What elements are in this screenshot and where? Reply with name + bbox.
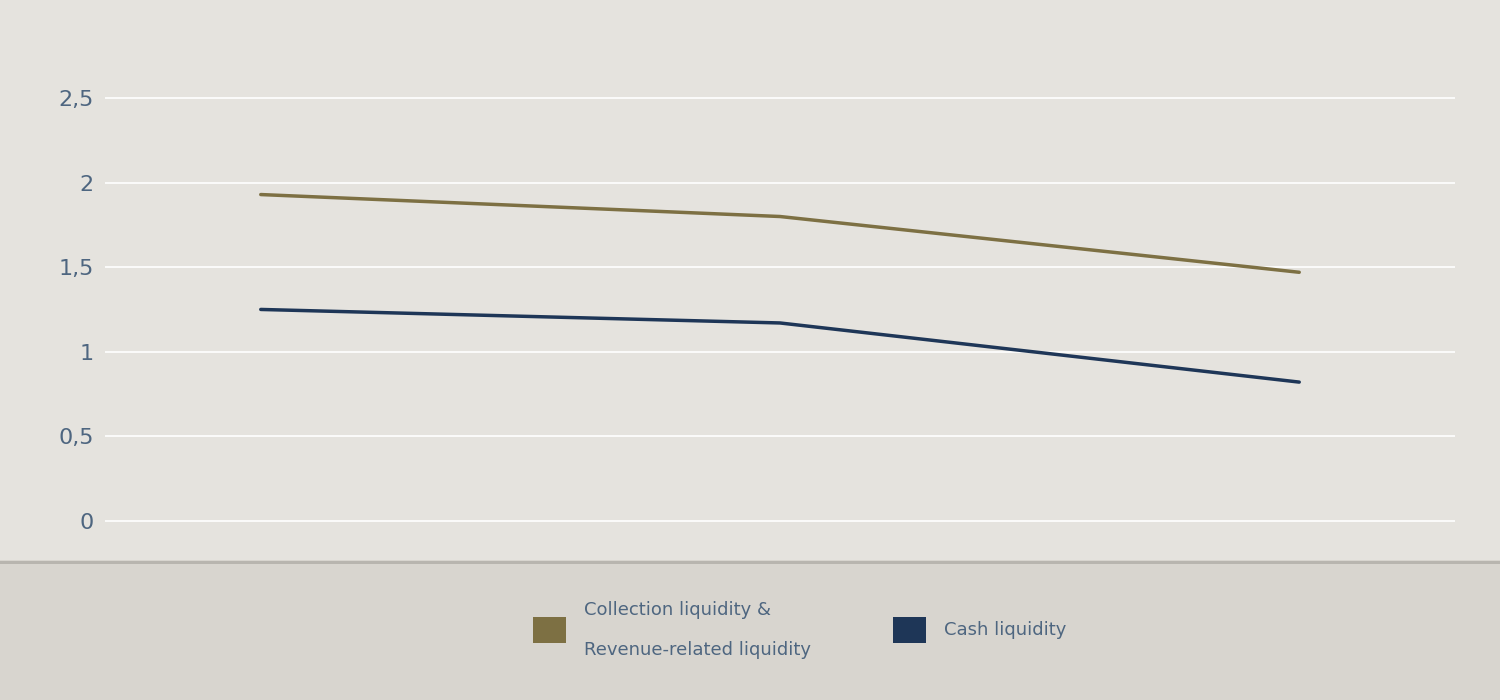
Text: Collection liquidity &: Collection liquidity & bbox=[584, 601, 771, 620]
Text: Cash liquidity: Cash liquidity bbox=[944, 621, 1066, 639]
Bar bbox=[532, 617, 566, 643]
Bar bbox=[892, 617, 926, 643]
Text: Revenue-related liquidity: Revenue-related liquidity bbox=[584, 640, 810, 659]
